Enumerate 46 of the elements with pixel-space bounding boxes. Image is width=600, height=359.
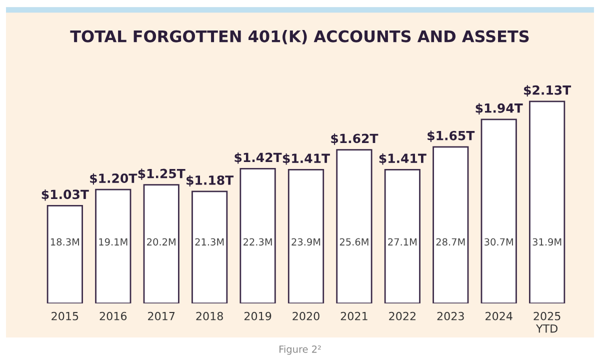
data-label: $1.25T	[138, 168, 186, 180]
data-label: $1.42T	[234, 152, 282, 164]
bar	[143, 184, 180, 304]
x-tick-label: 2015	[52, 312, 78, 320]
annotation: 25.6M	[340, 238, 368, 246]
bar	[336, 149, 372, 304]
annotation: 23.9M	[292, 238, 320, 246]
bar	[384, 168, 420, 304]
bar	[529, 100, 566, 304]
data-label: $1.18T	[186, 175, 234, 187]
x-tick-label: 2024	[486, 312, 512, 320]
annotation: 30.7M	[484, 238, 513, 246]
caption: Figure 2²	[280, 345, 321, 355]
bar	[46, 205, 83, 304]
annotation: 19.1M	[99, 238, 128, 246]
x-tick-label: 2019	[244, 312, 272, 320]
bar	[95, 188, 132, 304]
annotation: 28.7M	[436, 238, 465, 246]
x-tick-label: 2020	[292, 312, 320, 320]
annotation: 18.3M	[50, 238, 79, 246]
data-label: $1.20T	[90, 173, 138, 185]
bar	[432, 146, 469, 304]
annotation: 20.2M	[147, 238, 176, 246]
x-tick-label: 2016	[100, 312, 127, 320]
annotation: 27.1M	[388, 238, 416, 246]
data-label: $1.41T	[282, 153, 330, 165]
x-tick-label: 2021	[340, 312, 368, 320]
data-label: $2.13T	[524, 85, 572, 96]
data-label: $1.65T	[428, 130, 475, 142]
bar	[240, 168, 276, 304]
x-tick-label: 2022	[389, 312, 416, 320]
data-label: $1.03T	[42, 189, 89, 201]
x-tick-label: 2023	[437, 312, 464, 320]
bar	[288, 168, 324, 304]
x-tick-label: 2018	[196, 312, 223, 320]
data-label: $1.41T	[379, 153, 426, 165]
annotation: 22.3M	[243, 238, 272, 246]
bar	[192, 190, 228, 304]
data-label: $1.62T	[331, 134, 378, 145]
x-tick-label: 2025 YTD	[534, 312, 560, 333]
data-label: $1.94T	[476, 103, 523, 114]
x-tick-label: 2017	[148, 312, 175, 320]
annotation: 21.3M	[195, 238, 224, 246]
bar	[480, 118, 517, 304]
chart-title: TOTAL FORGOTTEN 401(K) ACCOUNTS AND ASSETS	[70, 30, 529, 44]
annotation: 31.9M	[532, 238, 562, 246]
